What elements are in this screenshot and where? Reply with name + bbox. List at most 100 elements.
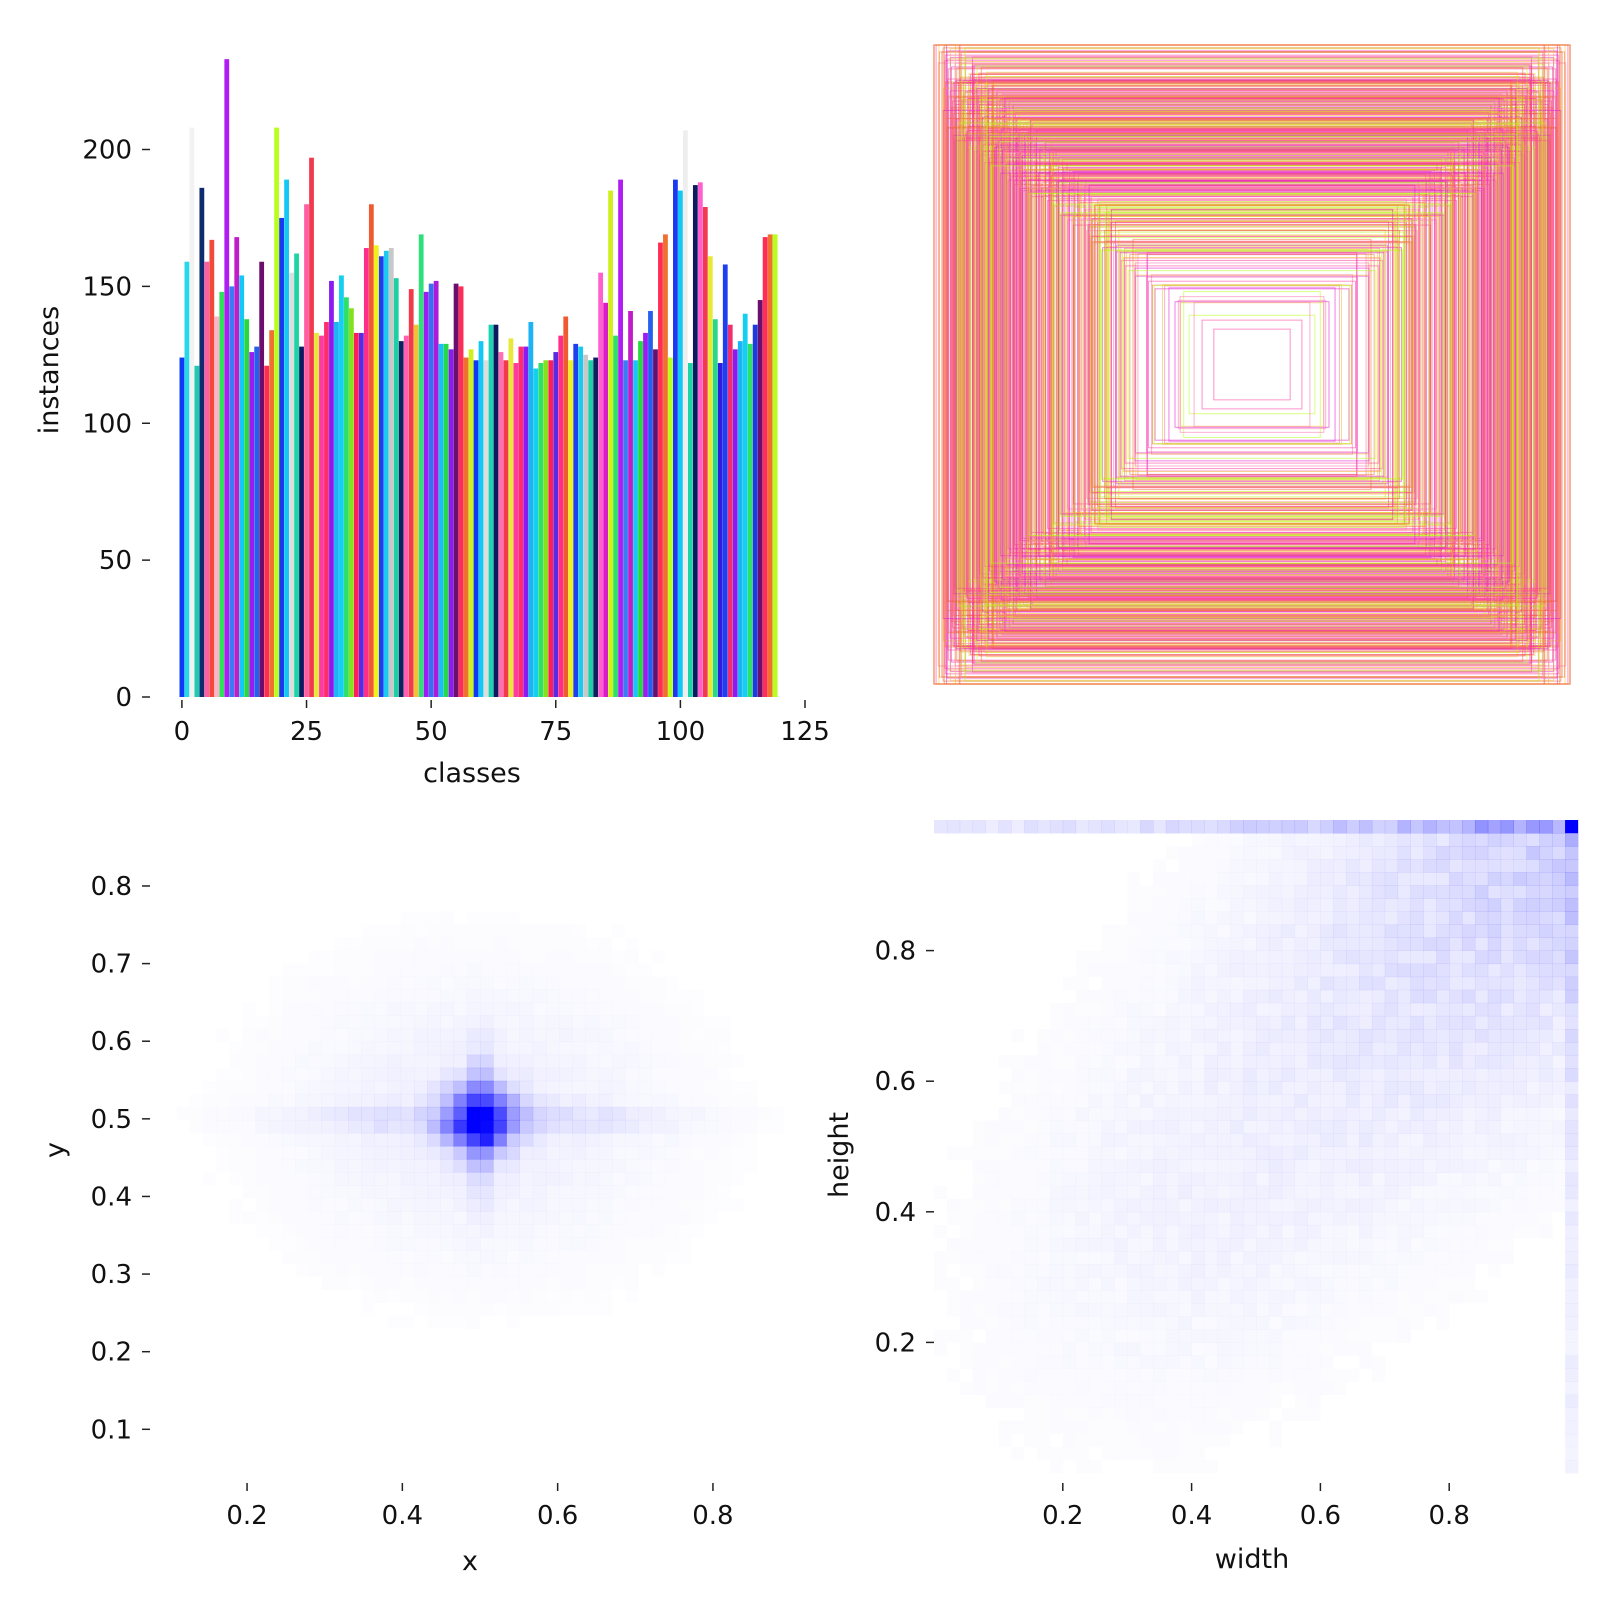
heatmap-cell [1488, 1160, 1501, 1173]
heatmap-cell [1372, 1225, 1385, 1238]
heatmap-cell [1178, 1185, 1192, 1200]
heatmap-cell [1204, 964, 1217, 977]
heatmap-cell [454, 924, 468, 937]
heatmap-cell [1385, 1212, 1398, 1225]
heatmap-cell [1449, 1264, 1462, 1277]
heatmap-cell [322, 1172, 336, 1185]
heatmap-cell [1217, 1028, 1231, 1043]
heatmap-cell [1140, 1264, 1154, 1278]
heatmap-cell [216, 1133, 230, 1146]
bar [224, 59, 230, 698]
heatmap-cell [652, 976, 666, 989]
heatmap-cell [493, 1224, 507, 1237]
heatmap-cell [1462, 1147, 1475, 1160]
heatmap-cell [269, 1003, 283, 1016]
heatmap-cell [1346, 872, 1360, 886]
heatmap-cell [1011, 1173, 1024, 1186]
heatmap-cell [440, 1276, 454, 1289]
heatmap-cell [1320, 950, 1334, 965]
heatmap-cell [322, 1016, 336, 1029]
heatmap-cell [1076, 1264, 1089, 1277]
heatmap-cell [1011, 1055, 1024, 1068]
heatmap-cell [308, 1016, 322, 1029]
heatmap-cell [546, 1185, 560, 1198]
heatmap-cell [586, 1081, 600, 1094]
heatmap-cell [599, 1276, 613, 1289]
heatmap-cell [652, 1263, 666, 1276]
heatmap-cell [1088, 1237, 1102, 1252]
heatmap-cell [1397, 833, 1411, 847]
bar [259, 261, 265, 697]
heatmap-cell [532, 1198, 547, 1212]
heatmap-cell [1063, 1316, 1076, 1329]
heatmap-cell [1320, 1355, 1333, 1368]
y-tick-label: 0.2 [91, 1338, 132, 1368]
heatmap-cell [691, 1211, 705, 1224]
heatmap-cell [427, 911, 441, 924]
bar [319, 335, 324, 697]
heatmap-cell [1166, 1068, 1179, 1081]
heatmap-cell [1397, 898, 1411, 912]
heatmap-cell [532, 1093, 547, 1108]
heatmap-cell [282, 1106, 296, 1121]
heatmap-cell [1114, 1120, 1127, 1133]
heatmap-cell [1192, 1382, 1205, 1395]
heatmap-cell [454, 1263, 468, 1276]
heatmap-cell [1449, 1186, 1462, 1199]
heatmap-cell [947, 1199, 960, 1212]
heatmap-cell [1179, 1029, 1192, 1042]
heatmap-cell [242, 1159, 256, 1172]
heatmap-cell [1191, 976, 1205, 991]
heatmap-cell [414, 1198, 428, 1211]
bar [628, 311, 633, 697]
bar [503, 360, 509, 697]
heatmap-cell [269, 990, 283, 1003]
heatmap-cell [440, 1211, 454, 1224]
heatmap-cell [1320, 1329, 1333, 1342]
heatmap-cell [1217, 1421, 1230, 1434]
heatmap-cell [1474, 1042, 1489, 1056]
heatmap-cell [1204, 977, 1217, 990]
heatmap-cell [1127, 1264, 1141, 1278]
heatmap-cell [506, 1093, 520, 1108]
heatmap-cell [973, 1290, 986, 1303]
heatmap-cell [1256, 1015, 1270, 1030]
heatmap-cell [998, 1147, 1011, 1160]
heatmap-cell [1513, 1002, 1527, 1017]
heatmap-cell [599, 1263, 613, 1276]
heatmap-cell [1398, 1264, 1411, 1277]
heatmap-cell [678, 1042, 692, 1055]
heatmap-cell [440, 1237, 454, 1250]
heatmap-cell [1423, 1212, 1436, 1225]
heatmap-cell [1462, 989, 1476, 1004]
heatmap-cell [466, 1198, 481, 1212]
heatmap-cell [731, 1146, 745, 1159]
heatmap-cell [506, 990, 520, 1003]
heatmap-cell [1243, 1329, 1256, 1342]
heatmap-cell [625, 1289, 639, 1302]
heatmap-cell [520, 1289, 534, 1302]
box-outline [1137, 252, 1367, 477]
heatmap-cell [1217, 1369, 1230, 1382]
wh-x-axis-label: width [1215, 1544, 1289, 1575]
heatmap-cell [1178, 1146, 1192, 1160]
heatmap-cell [1256, 846, 1269, 859]
heatmap-cell [1166, 911, 1179, 924]
heatmap-cell [1024, 1290, 1037, 1303]
heatmap-cell [1488, 1199, 1501, 1212]
heatmap-cell [1539, 963, 1553, 978]
heatmap-cell [1397, 1081, 1411, 1095]
heatmap-cell [1127, 1094, 1140, 1107]
heatmap-cell [1243, 1382, 1256, 1395]
heatmap-cell [427, 1263, 441, 1276]
heatmap-cell [546, 1146, 560, 1160]
heatmap-cell [986, 1277, 999, 1290]
heatmap-cell [1294, 963, 1308, 978]
heatmap-cell [401, 990, 415, 1003]
heatmap-cell [1256, 820, 1270, 834]
heatmap-cell [1204, 1316, 1217, 1329]
heatmap-cell [572, 963, 586, 976]
heatmap-cell [335, 1263, 349, 1276]
box-outline [1021, 154, 1483, 575]
heatmap-cell [586, 1224, 600, 1237]
